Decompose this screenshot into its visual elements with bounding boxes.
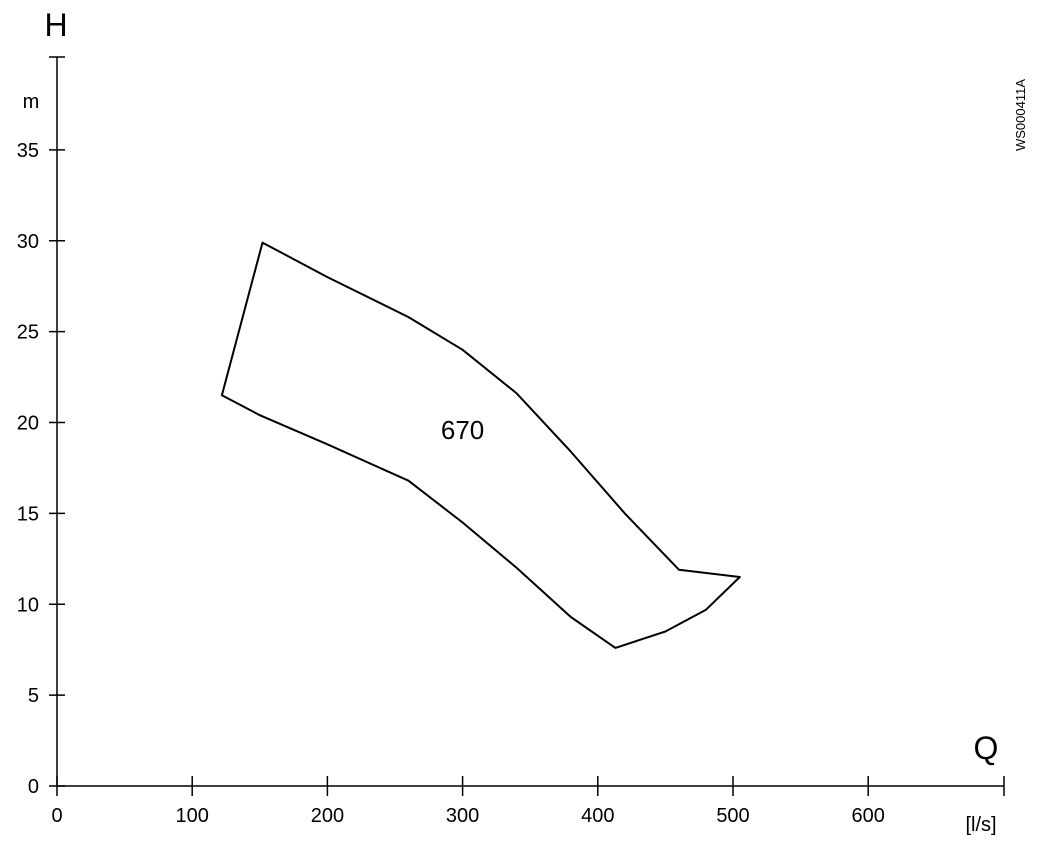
y-ticks: 0 5 10 15 20 25 30 35 [17, 140, 65, 798]
x-ticks: 0 100 200 300 400 500 600 [51, 776, 885, 827]
x-axis-letter: Q [974, 730, 999, 766]
x-tick-label: 200 [311, 805, 344, 827]
x-tick-label: 400 [581, 805, 614, 827]
region-label: 670 [441, 415, 484, 445]
y-axis-letter: H [44, 7, 67, 43]
performance-region-670 [220, 241, 741, 649]
y-tick-label: 15 [17, 503, 39, 525]
y-tick-label: 20 [17, 413, 39, 435]
x-tick-label: 0 [51, 805, 62, 827]
x-tick-label: 500 [716, 805, 749, 827]
y-tick-label: 5 [28, 685, 39, 707]
y-tick-label: 25 [17, 322, 39, 344]
axes [49, 56, 1005, 796]
y-tick-label: 10 [17, 594, 39, 616]
figure-code: WS000411A [1013, 79, 1028, 151]
y-axis-unit: m [23, 91, 40, 113]
y-tick-label: 35 [17, 140, 39, 162]
x-axis-unit: [l/s] [965, 814, 996, 836]
x-tick-label: 300 [446, 805, 479, 827]
y-tick-label: 30 [17, 231, 39, 253]
y-tick-label: 0 [28, 776, 39, 798]
x-tick-label: 100 [176, 805, 209, 827]
x-tick-label: 600 [852, 805, 885, 827]
